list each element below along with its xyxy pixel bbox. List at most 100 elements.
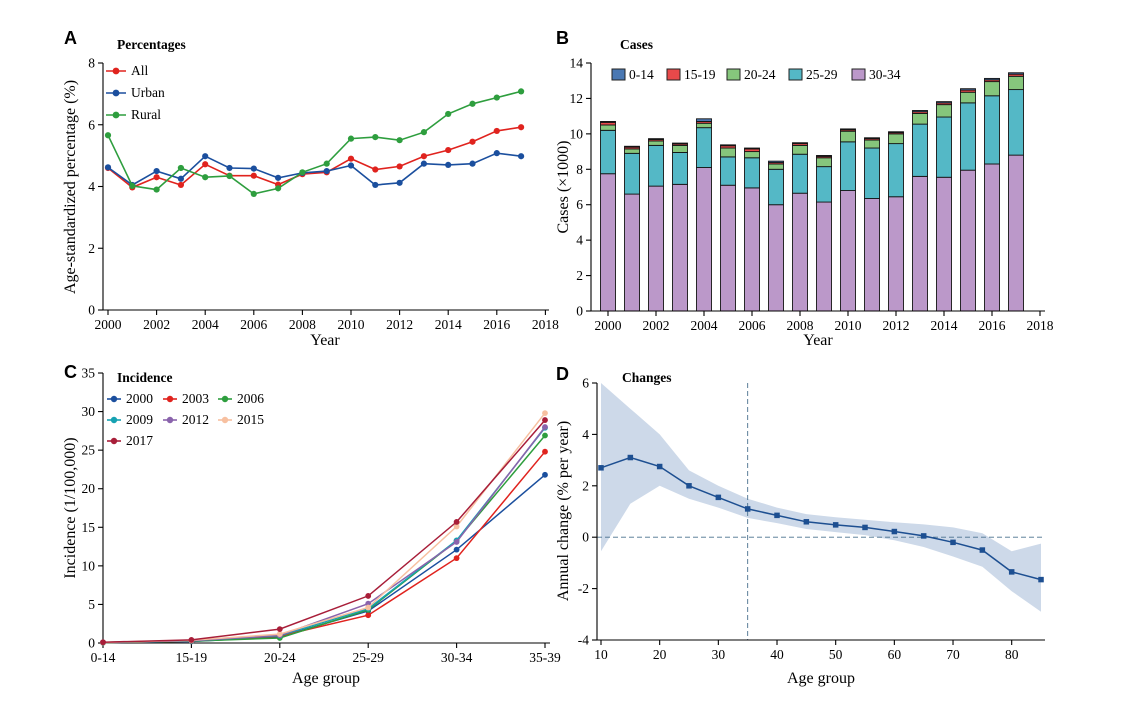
data-point [420,129,427,136]
data-point [153,174,160,181]
bar-segment-0-14 [600,121,616,123]
bar-segment-30-34 [792,192,808,312]
data-point [445,161,452,168]
series-2015 [100,410,548,646]
bar-segment-20-24 [888,133,904,145]
bar-segment-20-24 [1008,75,1024,91]
data-point [202,174,209,181]
series-line [102,419,546,643]
bar-segment-0-14 [816,155,832,157]
bar-segment-20-24 [936,104,952,118]
panel-c-legend-title: Incidence [117,370,173,385]
bar-segment-30-34 [744,187,760,312]
data-point [104,132,112,139]
tick-label: 35 [82,366,96,381]
data-point [365,593,372,599]
tick-label: 20-24 [744,67,776,82]
bar-segment-0-14 [912,110,928,113]
panel-a-label: A [64,28,77,48]
panel-a-plot: 0 2 4 6 8 2000 2002 2004 2006 2008 2010 2012 2014 201… [88,56,559,333]
panel-b: B Cases Year Cases (×1000) 0 2 4 6 8 10 12 14 20… [555,28,1054,349]
bar-segment-30-34 [888,196,904,312]
data-point [518,124,525,131]
tick-label: 6 [576,197,583,212]
data-point [453,555,460,562]
bar-segment-0-14 [696,118,712,122]
panel-b-label: B [556,28,569,48]
bar-segment-0-14 [840,128,856,131]
data-point [493,150,500,157]
bar-2006 [744,147,760,312]
tick-label: 2006 [237,391,264,406]
series-line [102,435,546,644]
bar-2017 [1008,72,1024,312]
data-point [803,519,810,525]
series-2017 [100,417,548,646]
bar-segment-25-29 [648,144,664,187]
tick-label: 2006 [739,318,766,333]
tick-label: 2012 [386,317,413,332]
series-line [102,427,546,644]
tick-label: 70 [946,647,960,662]
bar-segment-20-24 [696,122,712,129]
bar-2010 [840,128,856,312]
tick-label: 2010 [835,318,862,333]
bar-segment-30-34 [1008,154,1024,312]
data-point [469,138,476,145]
bar-segment-25-29 [744,157,760,189]
bar-2016 [984,77,1000,312]
bar-2003 [672,142,688,312]
tick-label: -4 [578,633,589,648]
tick-label: Urban [131,85,165,100]
legend-item-Urban: Urban [106,85,165,100]
tick-label: 35-39 [529,650,561,665]
tick-label: 2 [582,478,589,493]
bar-2015 [960,88,976,312]
panel-d-xlabel: Age group [787,670,855,687]
tick-label: 4 [582,427,589,442]
series-line [102,474,546,644]
bar-2001 [624,145,640,312]
tick-label: 4 [88,179,95,194]
tick-label: 2002 [643,318,670,333]
panel-a-legend-title: Percentages [117,37,186,52]
bar-segment-25-29 [792,153,808,194]
data-point [153,186,160,193]
series-line [107,152,522,186]
panel-b-plot: 0 2 4 6 8 10 12 14 2000 2002 2004 2006 2008 2010 2012 2… [570,56,1054,333]
series-All [104,124,525,191]
tick-label: 50 [829,647,843,662]
data-point [372,181,379,189]
data-point [177,175,184,182]
data-point [518,88,525,95]
tick-label: 30 [82,404,96,419]
bar-segment-0-14 [984,77,1000,81]
tick-label: 2018 [1027,318,1054,333]
bar-segment-20-24 [720,147,736,158]
tick-label: 2015 [237,412,264,427]
data-point [656,463,663,470]
panel-c-plot: 0 5 10 15 20 25 30 35 0-14 15-19 20-24 25-29 30-34 35… [82,366,561,665]
data-point [744,506,751,512]
bar-segment-30-34 [816,201,832,312]
data-point [453,546,460,553]
bar-segment-0-14 [960,88,976,91]
data-point [396,137,403,144]
tick-label: 10 [570,126,584,141]
tick-label: 2000 [126,391,153,406]
tick-label: 2014 [931,318,958,333]
bar-2007 [768,160,784,312]
panel-b-legend-title: Cases [620,37,653,52]
panel-d: D Changes Age group Annual change (% per… [555,364,1045,687]
bar-2005 [720,144,736,312]
series-line [107,90,522,195]
bar-2013 [912,110,928,312]
bar-segment-30-34 [720,184,736,312]
data-point [177,181,184,189]
legend-item-0-14: 0-14 [611,67,654,82]
data-point [453,518,460,525]
tick-label: 0-14 [629,67,654,82]
bar-2012 [888,131,904,312]
bar-segment-30-34 [600,173,616,312]
